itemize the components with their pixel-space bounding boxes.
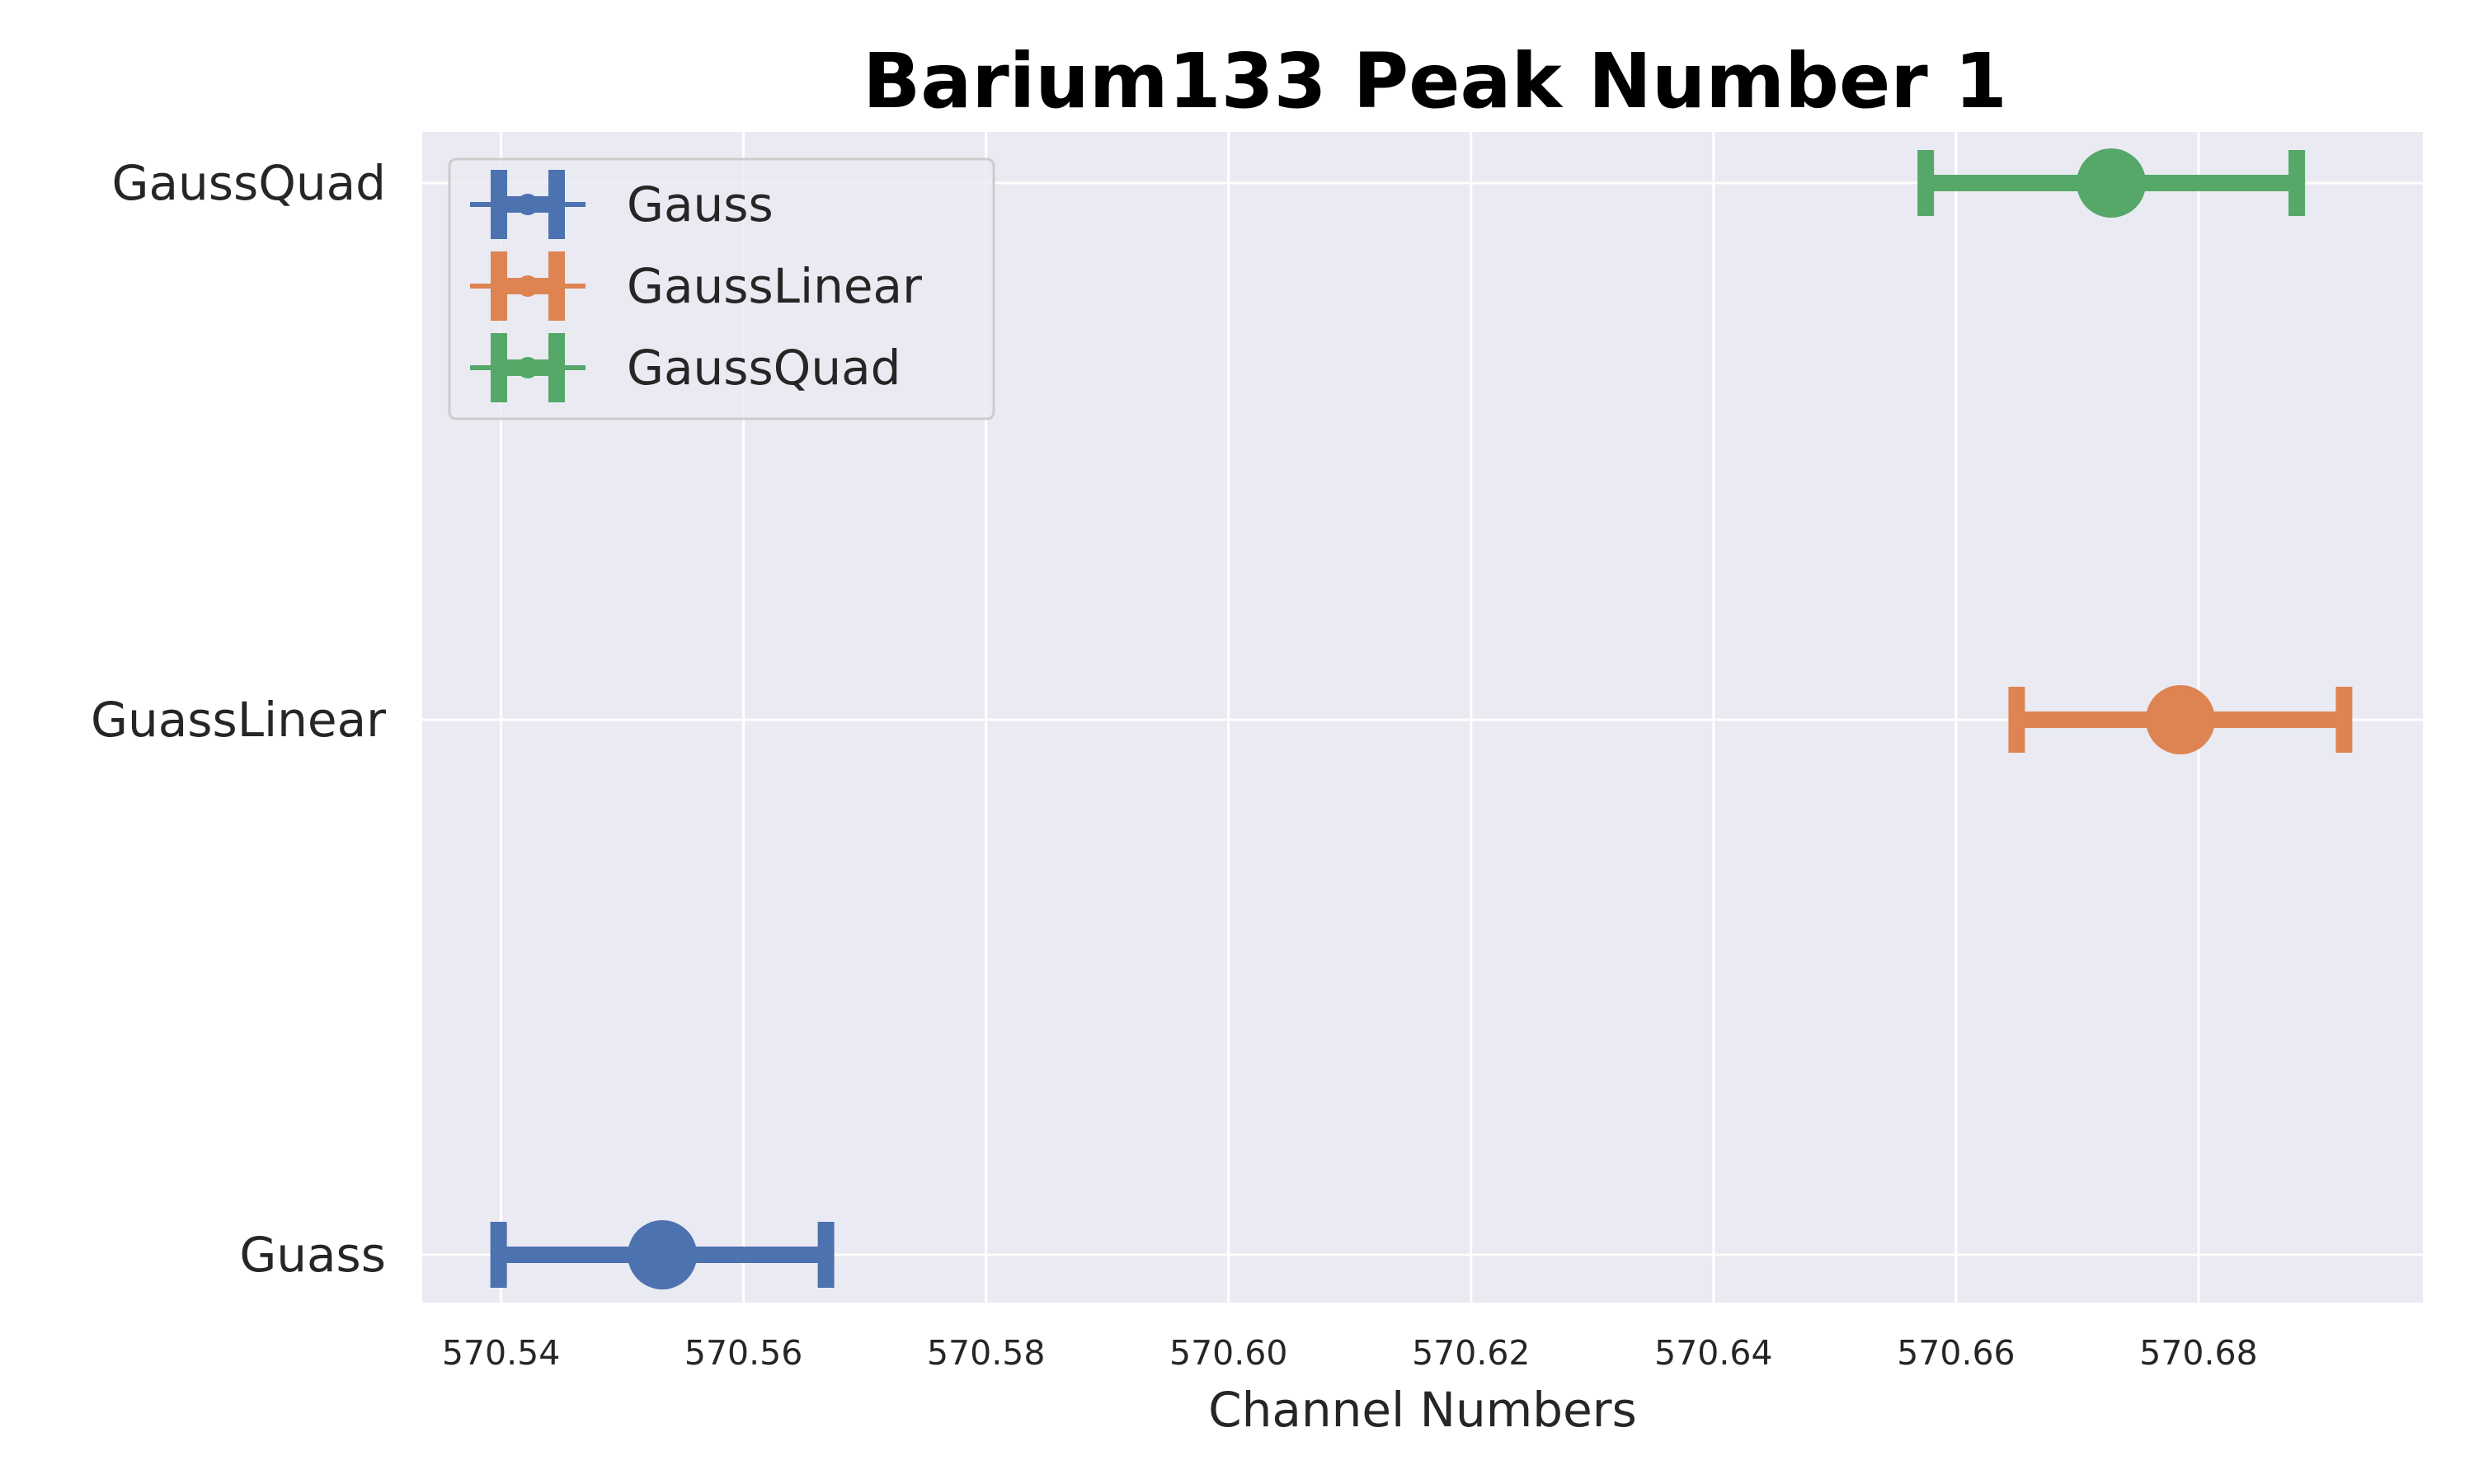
series-gaussquad — [1917, 148, 2306, 218]
tick-labels: 570.54 570.56 570.58 570.60 570.62 570.64 570.… — [91, 155, 2258, 1373]
x-axis-label: Channel Numbers — [1208, 1382, 1637, 1438]
y-tick-label: GuassLinear — [91, 692, 386, 748]
x-tick-label: 570.60 — [1169, 1333, 1287, 1373]
x-tick-label: 570.66 — [1897, 1333, 2015, 1373]
x-tick-label: 570.56 — [684, 1333, 802, 1373]
x-tick-label: 570.64 — [1654, 1333, 1772, 1373]
series-gausslinear — [2008, 685, 2353, 754]
data-layer — [490, 148, 2353, 1289]
legend-frame — [448, 157, 995, 420]
y-tick-label: GaussQuad — [112, 155, 386, 211]
legend: Gauss GaussLinear GaussQuad — [448, 157, 995, 420]
x-tick-label: 570.54 — [442, 1333, 560, 1373]
legend-marker — [517, 357, 539, 378]
legend-label: GaussLinear — [627, 258, 922, 314]
series-gauss — [490, 1220, 835, 1289]
legend-label: GaussQuad — [627, 340, 901, 396]
legend-label: Gauss — [627, 176, 774, 232]
x-tick-label: 570.68 — [2139, 1333, 2257, 1373]
x-tick-label: 570.62 — [1412, 1333, 1530, 1373]
legend-entry: GaussQuad — [470, 333, 901, 402]
data-point — [628, 1220, 698, 1289]
chart-title: Barium133 Peak Number 1 — [863, 37, 2007, 125]
data-point — [2145, 685, 2215, 754]
legend-marker — [517, 275, 539, 297]
legend-marker — [517, 194, 539, 215]
y-tick-label: Guass — [239, 1227, 386, 1283]
legend-entry: Gauss — [470, 170, 774, 239]
x-tick-label: 570.58 — [927, 1333, 1045, 1373]
legend-entry: GaussLinear — [470, 251, 922, 321]
data-point — [2077, 148, 2147, 218]
